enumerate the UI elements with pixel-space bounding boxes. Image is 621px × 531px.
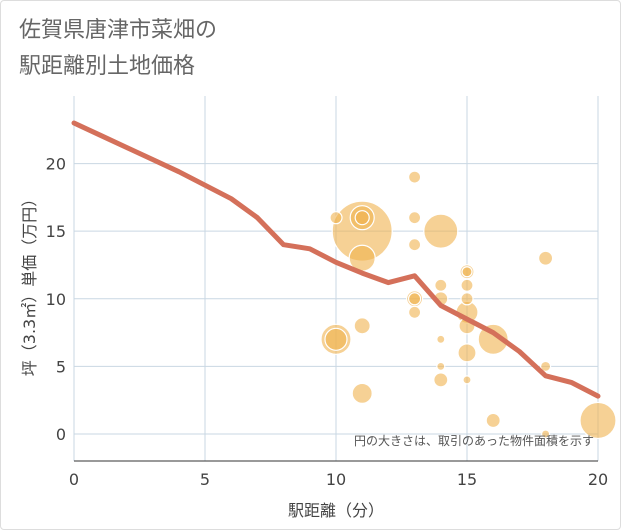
bubble-point (408, 211, 422, 225)
bubble-point (408, 238, 422, 252)
trend-line (71, 120, 601, 399)
x-tick-label: 10 (326, 470, 346, 489)
bubble-point (461, 266, 473, 278)
bubble-point (537, 250, 554, 266)
chart-title-line-2: 駅距離別土地価格 (19, 54, 196, 79)
x-tick-label: 5 (200, 470, 210, 489)
bubble-point (354, 210, 370, 226)
bubble-point (408, 170, 422, 184)
bubble-point (353, 317, 371, 335)
y-axis-title: 坪（3.3㎡）単価（万円） (20, 191, 39, 376)
bubble-point (540, 429, 551, 439)
bubble-point (457, 343, 477, 363)
y-tick-label: 10 (46, 290, 66, 309)
bubble-point (579, 401, 617, 440)
y-tick-label: 5 (56, 357, 66, 376)
bubble-point (477, 323, 509, 355)
y-tick-label: 20 (46, 155, 66, 174)
bubble-point (408, 292, 422, 306)
bubble-point (436, 361, 446, 371)
bubble-point (408, 305, 422, 319)
bubble-point (351, 382, 373, 405)
trend-line-series (71, 120, 601, 399)
x-tick-label: 0 (69, 470, 79, 489)
bubble-point (460, 292, 474, 306)
bubble-point (329, 211, 343, 225)
bubble-point (460, 278, 474, 292)
bubble-point (485, 412, 501, 429)
bubble-point (436, 334, 446, 344)
y-tick-label: 0 (56, 425, 66, 444)
x-tick-label: 20 (588, 470, 608, 489)
x-tick-label: 15 (457, 470, 477, 489)
bubble-size-note: 円の大きさは、取引のあった物件面積を示す (354, 433, 594, 448)
y-tick-label: 15 (46, 222, 66, 241)
chart-title: 佐賀県唐津市菜畑の 駅距離別土地価格 (19, 13, 217, 85)
x-axis-title: 駅距離（分） (288, 501, 384, 520)
chart-title-line-1: 佐賀県唐津市菜畑の (19, 18, 218, 43)
bubble-point (423, 213, 459, 249)
bubble-point (324, 327, 348, 351)
bubble-series (320, 170, 617, 440)
bubble-point (434, 278, 448, 292)
bubble-point (433, 372, 449, 388)
axes: 0 5 10 15 20 0 5 10 15 20 (46, 155, 609, 489)
grid (73, 96, 599, 461)
bubble-point (539, 360, 552, 372)
bubble-point (462, 375, 472, 385)
